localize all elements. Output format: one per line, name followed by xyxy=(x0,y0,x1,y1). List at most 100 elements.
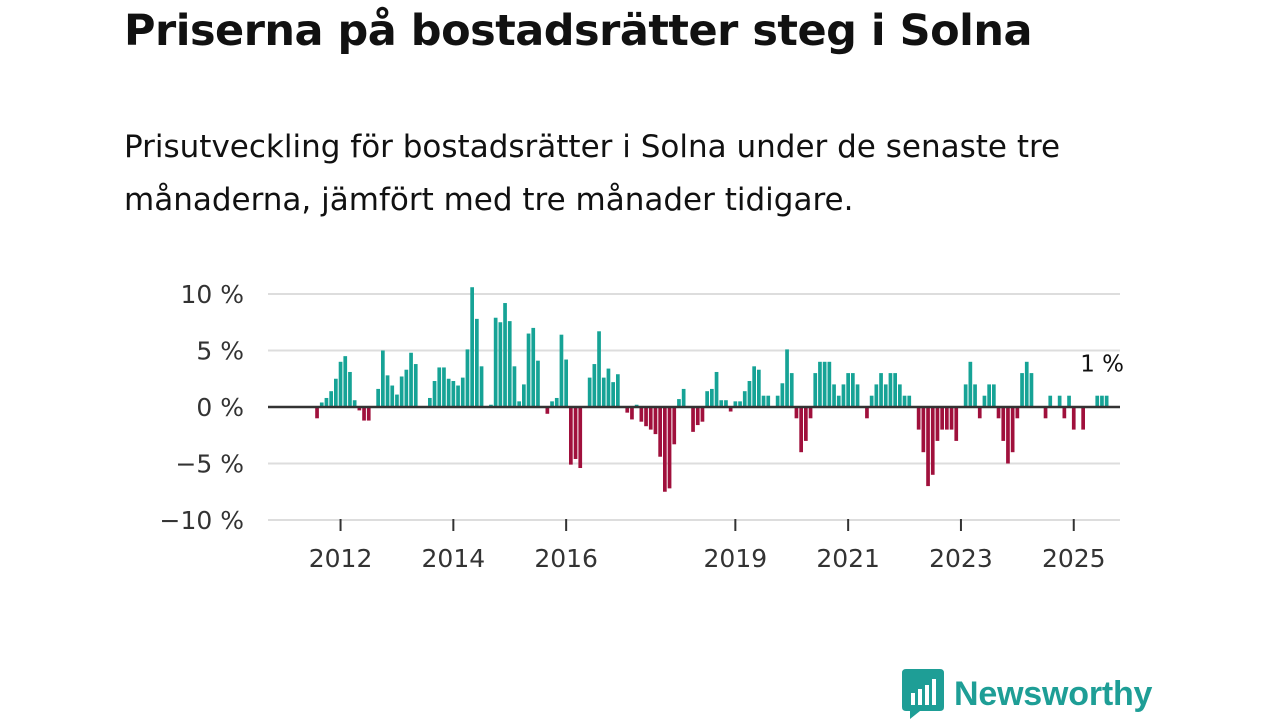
bar xyxy=(1010,407,1015,453)
bar xyxy=(851,373,855,407)
bar xyxy=(409,352,413,407)
bar xyxy=(526,333,531,407)
bar xyxy=(846,373,850,407)
bar xyxy=(822,361,827,407)
bar xyxy=(362,407,366,421)
bar xyxy=(470,287,474,407)
bar xyxy=(512,366,517,407)
bar xyxy=(413,364,418,407)
x-tick-label: 2021 xyxy=(816,544,880,573)
bar xyxy=(329,391,333,407)
last-value-label: 1 % xyxy=(1080,352,1124,378)
bar xyxy=(1057,395,1062,407)
bar xyxy=(752,366,756,407)
bar xyxy=(456,385,460,407)
bar xyxy=(357,407,362,411)
bar xyxy=(794,407,799,419)
bar xyxy=(832,384,836,407)
bar xyxy=(625,407,630,413)
bar xyxy=(733,401,738,407)
bar xyxy=(639,407,644,422)
bar xyxy=(569,407,573,465)
chart-subtitle: Prisutveckling för bostadsrätter i Solna… xyxy=(124,129,1061,218)
bar xyxy=(366,407,371,421)
bar xyxy=(1015,407,1020,419)
bar xyxy=(616,374,620,407)
bar xyxy=(564,359,568,407)
bar xyxy=(691,407,695,432)
bar xyxy=(376,388,380,407)
bar xyxy=(724,400,728,407)
bar xyxy=(930,407,935,475)
bar xyxy=(836,395,841,407)
bar xyxy=(597,331,601,407)
y-tick-label: 0 % xyxy=(196,393,244,422)
bar xyxy=(949,407,954,430)
bar xyxy=(813,373,818,407)
bar xyxy=(667,407,672,489)
bar xyxy=(869,395,874,407)
bar xyxy=(399,376,404,407)
bar xyxy=(893,373,897,407)
bar xyxy=(578,407,583,469)
bar xyxy=(879,373,883,407)
bar xyxy=(818,361,822,407)
bar xyxy=(601,377,606,407)
bar xyxy=(865,407,869,419)
y-tick-label: 10 % xyxy=(180,280,244,309)
bar xyxy=(460,377,465,407)
bar xyxy=(1006,407,1010,464)
newsworthy-logo: Newsworthy xyxy=(902,669,1152,719)
bar xyxy=(385,375,390,407)
bar xyxy=(841,384,846,407)
bar xyxy=(522,384,526,407)
bar xyxy=(761,395,766,407)
bar xyxy=(648,407,653,430)
bar xyxy=(352,400,357,407)
bar xyxy=(428,397,432,407)
x-tick-label: 2019 xyxy=(704,544,768,573)
bar xyxy=(611,382,615,407)
bar xyxy=(395,394,399,407)
bar xyxy=(446,378,451,407)
bar xyxy=(559,334,564,407)
bar xyxy=(883,384,888,407)
bar xyxy=(977,407,982,419)
bar xyxy=(1001,407,1006,441)
bar xyxy=(587,377,592,407)
brand-name: Newsworthy xyxy=(954,674,1153,713)
bar xyxy=(479,366,484,407)
bar xyxy=(1020,373,1024,407)
bar xyxy=(714,371,719,407)
bar xyxy=(874,384,879,407)
bar xyxy=(1081,407,1085,430)
bar xyxy=(451,381,456,407)
bar xyxy=(1104,395,1109,407)
bar xyxy=(432,381,437,407)
x-axis: 2012 2014 2016 2019 2021 2023 2025 xyxy=(309,519,1106,573)
bar xyxy=(606,368,611,407)
bar xyxy=(503,303,507,407)
bar xyxy=(324,397,329,407)
bar xyxy=(493,317,498,407)
bar xyxy=(935,407,940,441)
bar xyxy=(319,402,324,407)
bar xyxy=(855,384,860,407)
y-tick-label: −5 % xyxy=(175,450,244,479)
bar xyxy=(1048,395,1053,407)
bar xyxy=(992,384,996,407)
y-tick-label: 5 % xyxy=(196,337,244,366)
bar xyxy=(315,407,319,419)
bar xyxy=(799,407,803,453)
bar xyxy=(705,391,709,407)
bar xyxy=(517,401,521,407)
bar xyxy=(747,381,752,407)
bar xyxy=(1043,407,1048,419)
bar xyxy=(945,407,949,430)
bar xyxy=(968,361,973,407)
bar xyxy=(658,407,662,457)
bar xyxy=(1100,395,1104,407)
x-tick-label: 2012 xyxy=(309,544,373,573)
bar xyxy=(898,384,902,407)
